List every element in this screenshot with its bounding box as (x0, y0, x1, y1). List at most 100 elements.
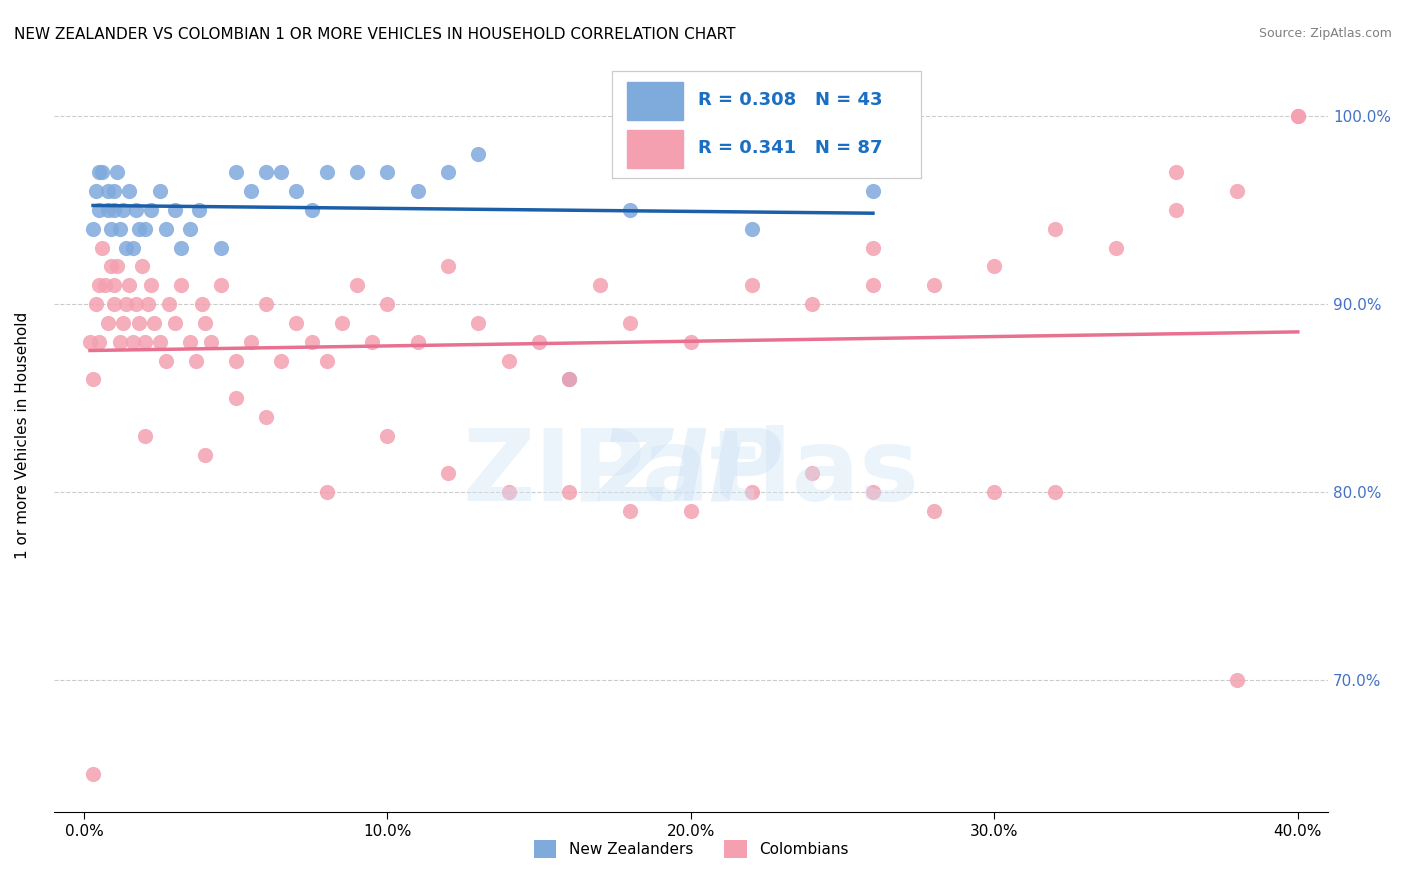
Point (619, 202, 641, 217)
Point (301, 334, 323, 349)
Point (124, 297, 146, 311)
Point (131, 260, 153, 274)
Point (741, 485, 763, 500)
Point (330, 316, 353, 330)
Point (136, 297, 159, 311)
Point (105, 260, 128, 274)
Point (527, 334, 550, 349)
Point (589, 278, 612, 293)
Point (741, 278, 763, 293)
Point (437, 260, 460, 274)
Point (922, 504, 945, 518)
Point (103, 184, 125, 198)
Point (82, 372, 104, 386)
Point (225, 391, 247, 405)
Text: Source: ZipAtlas.com: Source: ZipAtlas.com (1258, 27, 1392, 40)
Point (558, 485, 581, 500)
Point (170, 278, 193, 293)
Point (155, 353, 177, 368)
Point (1286, 109, 1309, 123)
Point (498, 353, 520, 368)
Point (983, 485, 1005, 500)
Point (801, 467, 824, 481)
Point (179, 222, 201, 236)
Point (285, 316, 308, 330)
Point (1105, 241, 1128, 255)
Point (149, 334, 172, 349)
Point (377, 428, 399, 442)
Point (239, 334, 262, 349)
Legend: New Zealanders, Colombians: New Zealanders, Colombians (527, 833, 855, 864)
Point (97, 202, 120, 217)
Point (84, 184, 107, 198)
Point (200, 334, 222, 349)
Point (225, 165, 247, 179)
Point (619, 316, 641, 330)
Point (121, 241, 143, 255)
Point (1043, 222, 1066, 236)
Point (134, 334, 156, 349)
Point (179, 334, 201, 349)
Point (103, 297, 125, 311)
Point (301, 202, 323, 217)
Point (679, 504, 702, 518)
Point (128, 222, 150, 236)
Point (149, 184, 172, 198)
Point (1166, 165, 1188, 179)
Bar (627, 82, 683, 120)
Point (103, 278, 125, 293)
Point (209, 278, 232, 293)
Point (139, 202, 162, 217)
Point (97, 316, 120, 330)
Point (128, 316, 150, 330)
Point (437, 467, 460, 481)
Point (741, 222, 763, 236)
Point (254, 165, 277, 179)
Point (406, 334, 429, 349)
Point (110, 222, 132, 236)
Point (1226, 673, 1249, 688)
Point (285, 184, 308, 198)
Point (115, 241, 138, 255)
Point (155, 222, 177, 236)
Point (100, 222, 122, 236)
Point (498, 485, 520, 500)
Y-axis label: 1 or more Vehicles in Household: 1 or more Vehicles in Household (15, 312, 30, 559)
Point (270, 353, 292, 368)
Point (361, 334, 384, 349)
Point (270, 165, 292, 179)
Point (142, 316, 165, 330)
Text: ZIP: ZIP (599, 425, 782, 522)
Point (194, 316, 217, 330)
Point (163, 202, 186, 217)
Point (239, 184, 262, 198)
Point (118, 184, 141, 198)
Point (79, 334, 101, 349)
Text: NEW ZEALANDER VS COLOMBIAN 1 OR MORE VEHICLES IN HOUSEHOLD CORRELATION CHART: NEW ZEALANDER VS COLOMBIAN 1 OR MORE VEH… (14, 27, 735, 42)
Point (315, 165, 337, 179)
Point (1226, 184, 1249, 198)
Point (89, 334, 111, 349)
Point (254, 409, 277, 424)
Point (94, 278, 117, 293)
Point (97, 184, 120, 198)
Point (406, 184, 429, 198)
Text: ZIPatlas: ZIPatlas (463, 425, 920, 522)
Point (619, 504, 641, 518)
Point (139, 278, 162, 293)
Text: R = 0.308   N = 43: R = 0.308 N = 43 (699, 91, 883, 109)
Point (89, 202, 111, 217)
Point (191, 297, 214, 311)
Point (91, 165, 114, 179)
Point (558, 372, 581, 386)
Point (112, 316, 135, 330)
Point (1286, 109, 1309, 123)
Point (100, 260, 122, 274)
Point (134, 428, 156, 442)
Point (346, 165, 368, 179)
Point (377, 165, 399, 179)
Text: R = 0.341   N = 87: R = 0.341 N = 87 (699, 139, 883, 157)
Point (186, 353, 208, 368)
Point (467, 146, 489, 161)
Point (377, 297, 399, 311)
